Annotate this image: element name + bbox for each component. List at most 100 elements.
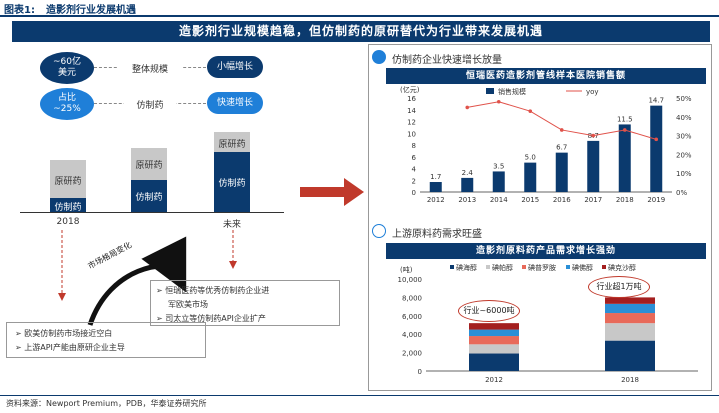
y-tick-label: 0 [412,189,416,197]
bar-data-label: 3.5 [493,162,504,170]
bullet: ➢ [156,314,163,323]
x-tick-label: 2015 [521,196,539,204]
bar-future-top-label: 原研药 [218,140,246,150]
y-tick-label: 14 [407,107,416,115]
bar-sales [524,162,537,192]
oval-1-line-1: ~60亿 [53,57,81,67]
legend-swatch-sales [486,88,494,94]
y-tick-label: 4,000 [402,331,422,339]
y-tick-label: 4 [412,166,417,174]
market-size-oval: ~60亿 美元 [40,52,94,84]
y-tick-label: 8 [412,142,416,150]
yoy-point [528,109,533,113]
bar-2018-originator [50,160,86,198]
bar-future-bottom-label: 仿制药 [218,179,246,189]
title-rule [0,15,719,17]
legend-swatch [566,265,570,269]
bar-sales [429,182,442,192]
row-label-generic: 仿制药 [124,98,176,111]
y2-tick-label: 10% [676,170,692,178]
yoy-point [591,133,596,138]
x-tick-label: 2018 [621,376,639,384]
x-tick-label: 2017 [584,196,602,204]
list-left-item-1: 欧美仿制药市场接近空白 [24,329,113,338]
x-tick-label: 2016 [553,196,571,204]
y2-tick-label: 20% [676,151,692,159]
callout-2018: 行业超1万吨 [588,276,650,298]
stacked-segment [605,323,655,341]
oval-1-line-2: 美元 [57,68,76,78]
bar-sales [618,124,631,192]
y2-tick-label: 30% [676,133,692,141]
stacked-segment [605,303,655,314]
pill-small-growth: 小幅增长 [207,56,263,78]
flow-arrows [58,230,237,326]
legend-swatch [522,265,526,269]
legend-label: 碘帕醇 [492,263,513,272]
y-tick-label: 8,000 [402,294,422,302]
stacked-segment [605,340,655,371]
stacked-segment [469,353,519,371]
left-list-box: ➢ 欧美仿制药市场接近空白 ➢ 上游API产能由原研企业主导 [6,322,206,358]
bar-sales [461,177,474,192]
section-title-generic-growth: 仿制药企业快速增长放量 [392,55,502,66]
bar-mid-generic [131,180,167,212]
oval-2-line-2: ~25% [53,104,81,114]
bar-2018-bottom-label: 仿制药 [54,203,82,213]
yoy-point [622,128,627,132]
bar-sales [492,171,505,192]
stacked-segment [469,323,519,330]
bar-sales [587,140,600,192]
bar-data-label: 14.7 [648,97,664,105]
bar-data-label: 5.0 [525,154,536,162]
list-right-item-1b: 军欧美市场 [168,300,208,309]
list-right-item-1a: 恒瑞医药等优秀仿制药企业进 [165,286,270,295]
x-tick-label: 2013 [458,196,476,204]
left-chart-baseline [20,212,284,213]
y2-tick-label: 40% [676,114,692,122]
bar-data-label: 11.5 [617,115,633,123]
y-tick-label: 10 [407,130,416,138]
y-tick-label: 6 [412,154,417,162]
bar-2018-generic [50,198,86,212]
bar-sales [650,105,663,192]
y2-tick-label: 0% [676,189,687,197]
x-tick-label: 2012 [427,196,445,204]
stacked-segment [605,297,655,304]
x-tick-label: 2012 [485,376,503,384]
bar-data-label: 6.7 [556,144,567,152]
legend-swatch [450,265,454,269]
big-right-arrow [300,178,364,206]
legend-label-sales: 销售规模 [498,87,526,96]
section-title-api-demand: 上游原料药需求旺盛 [392,229,482,240]
figure-title: 造影剂行业发展机遇 [46,5,136,16]
list-right-item-2: 司太立等仿制药API企业扩产 [165,314,266,323]
right-panel [368,44,712,391]
yoy-point [496,99,501,104]
bullet: ➢ [15,343,22,352]
chart2-title: 造影剂原料药产品需求增长强劲 [386,243,706,259]
stacked-segment [469,344,519,354]
row-label-overall: 整体规模 [118,62,182,75]
bullet: ➢ [156,286,163,295]
legend-label: 碘克沙醇 [608,263,636,272]
y-tick-label: 2,000 [402,350,422,358]
bar-data-label: 1.7 [430,173,441,181]
coins-icon [372,50,386,64]
legend-label: 碘海醇 [456,263,477,272]
chart-api-demand: (吨) 0 2,000 4,000 6,000 8,000 10,000 2012 2018 碘海… [398,263,698,384]
yoy-point [654,137,659,142]
bar-mid-originator [131,148,167,180]
bullet: ➢ [15,329,22,338]
x-tick-label: 2019 [647,196,665,204]
oval-2-line-1: 占比 [57,93,76,103]
bar-mid-top-label: 原研药 [135,161,163,171]
figure-label: 图表1: [4,5,35,16]
stacked-segment [469,336,519,345]
curved-change-arrow [87,236,187,326]
legend-swatch [602,265,606,269]
y-tick-label: 12 [407,119,416,127]
bar-2018-top-label: 原研药 [54,177,82,187]
legend-label-yoy: yoy [586,88,599,96]
bar-data-label: 2.4 [462,169,474,177]
